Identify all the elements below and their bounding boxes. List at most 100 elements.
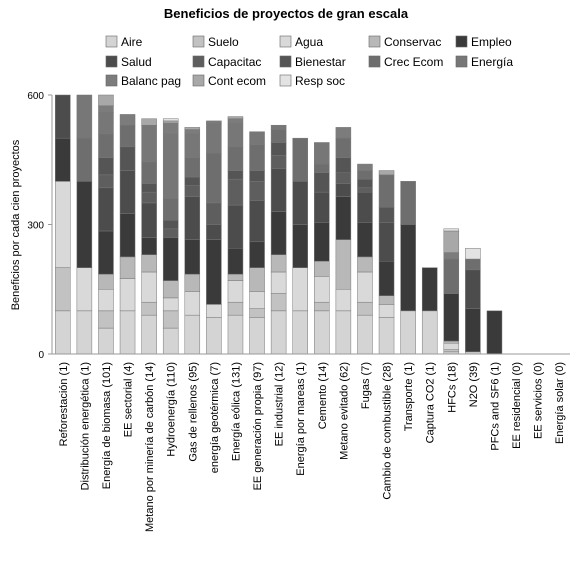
bar-segment bbox=[443, 230, 460, 253]
bar-segment bbox=[378, 260, 395, 296]
bar-segment bbox=[184, 133, 201, 158]
bar-segment bbox=[378, 317, 395, 355]
bar-segment bbox=[465, 269, 481, 309]
legend-swatch bbox=[105, 74, 118, 87]
bar-segment bbox=[141, 118, 157, 126]
bar-segment bbox=[357, 170, 373, 180]
x-category-label: Energía solar (0) bbox=[554, 362, 566, 444]
bar-segment bbox=[335, 196, 352, 240]
bar-segment bbox=[421, 267, 438, 312]
legend-label: Bienestar bbox=[295, 55, 346, 69]
legend-swatch bbox=[455, 35, 468, 48]
bar-segment bbox=[249, 170, 265, 182]
bar-segment bbox=[314, 276, 330, 303]
bar-segment bbox=[119, 213, 136, 258]
bar-segment bbox=[206, 153, 222, 204]
bar-segment bbox=[206, 120, 222, 124]
bar-segment bbox=[55, 94, 71, 139]
bar-segment bbox=[227, 116, 244, 119]
bar-segment bbox=[249, 308, 265, 318]
legend-swatch bbox=[279, 74, 292, 87]
bar-segment bbox=[314, 163, 330, 173]
bar-segment bbox=[98, 112, 114, 135]
bar-segment bbox=[443, 340, 460, 344]
bar-segment bbox=[249, 241, 265, 268]
bar-segment bbox=[184, 196, 201, 240]
bar-segment bbox=[443, 342, 460, 350]
bar-segment bbox=[335, 137, 352, 158]
bar-segment bbox=[357, 187, 373, 193]
bar-segment bbox=[335, 172, 352, 184]
legend-swatch bbox=[192, 74, 205, 87]
bar-segment bbox=[162, 228, 179, 238]
legend-label: Crec Ecom bbox=[384, 55, 443, 69]
bar-segment bbox=[335, 157, 352, 173]
bar-segment bbox=[378, 206, 395, 223]
legend-swatch bbox=[105, 55, 118, 68]
x-category-label: Cemento (14) bbox=[317, 362, 329, 429]
bar-segment bbox=[465, 258, 481, 271]
x-category-label: EE generación propia (97) bbox=[252, 362, 264, 490]
bar-segment bbox=[141, 124, 157, 163]
legend-swatch bbox=[192, 55, 205, 68]
bar-segment bbox=[357, 256, 373, 273]
legend-label: Cont ecom bbox=[208, 74, 266, 88]
bar-segment bbox=[206, 317, 222, 355]
bar-segment bbox=[227, 178, 244, 206]
y-tick-label: 600 bbox=[27, 91, 44, 102]
bar-segment bbox=[55, 267, 71, 312]
bar-segment bbox=[314, 301, 330, 312]
bar-segment bbox=[378, 304, 395, 318]
bar-segment bbox=[400, 310, 416, 355]
x-category-label: N2O (39) bbox=[468, 362, 480, 407]
bar-segment bbox=[162, 297, 179, 312]
bar-segment bbox=[400, 181, 416, 225]
x-category-label: Transporte (1) bbox=[403, 362, 415, 431]
bar-segment bbox=[184, 273, 201, 292]
bar-segment bbox=[400, 224, 416, 312]
bar-segment bbox=[141, 237, 157, 255]
legend-swatch bbox=[368, 55, 381, 68]
legend-swatch bbox=[455, 55, 468, 68]
bar-segment bbox=[162, 219, 179, 230]
bar-segment bbox=[98, 230, 114, 275]
bar-segment bbox=[119, 310, 136, 355]
x-category-label: Hydroenergía (110) bbox=[166, 362, 178, 457]
bar-segment bbox=[141, 301, 157, 316]
bar-segment bbox=[76, 137, 93, 182]
bar-segment bbox=[249, 144, 265, 171]
x-category-label: energía geotérmica (7) bbox=[209, 362, 221, 473]
legend-label: Resp soc bbox=[295, 74, 345, 88]
bar-segment bbox=[270, 124, 287, 130]
bar-segment bbox=[314, 310, 330, 355]
bar-segment bbox=[227, 146, 244, 171]
bar-segment bbox=[357, 301, 373, 316]
bar-segment bbox=[206, 239, 222, 305]
bar-segment bbox=[206, 202, 222, 225]
bar-segment bbox=[443, 258, 460, 294]
legend-label: Agua bbox=[295, 35, 323, 49]
bar-segment bbox=[378, 170, 395, 176]
bar-segment bbox=[162, 327, 179, 355]
x-axis-labels: Reforestación (1) Distribución energética… bbox=[58, 362, 566, 532]
bar-segment bbox=[270, 254, 287, 273]
bar-segment bbox=[270, 271, 287, 294]
legend-label: Conservac bbox=[384, 35, 441, 49]
bar-segment bbox=[206, 304, 222, 318]
x-category-label: EE sectorial (4) bbox=[123, 362, 135, 437]
bar-segment bbox=[141, 161, 157, 184]
bar-segment bbox=[162, 310, 179, 329]
bar-segment bbox=[292, 181, 308, 225]
bar-segment bbox=[270, 310, 287, 355]
bar-segment bbox=[98, 327, 114, 355]
bar-segment bbox=[55, 181, 71, 268]
x-category-label: EE residencial (0) bbox=[511, 362, 523, 449]
bar-segment bbox=[227, 280, 244, 303]
bar-segment bbox=[227, 204, 244, 249]
bar-segment bbox=[162, 133, 179, 199]
bar-segment bbox=[98, 157, 114, 176]
bar-segment bbox=[76, 181, 93, 268]
bar-segment bbox=[227, 301, 244, 316]
x-category-label: Reforestación (1) bbox=[58, 362, 70, 446]
